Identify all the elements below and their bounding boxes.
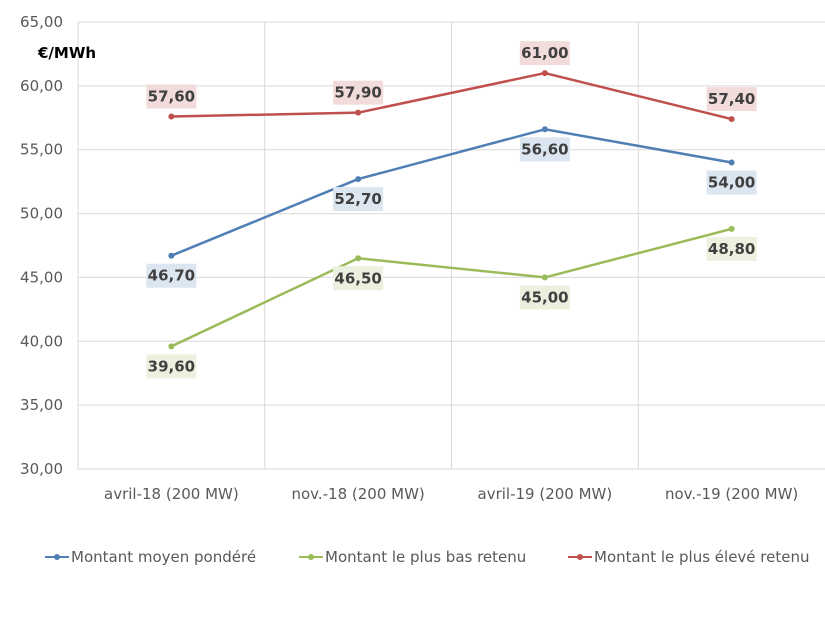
data-label: 46,70 — [146, 263, 197, 288]
data-label: 61,00 — [519, 41, 570, 66]
line-marker-icon — [299, 552, 323, 562]
data-point-marker[interactable] — [168, 252, 175, 259]
legend: Montant moyen pondéré Montant le plus ba… — [0, 548, 825, 574]
data-label-background — [333, 80, 384, 105]
data-label-background — [146, 354, 197, 379]
legend-dot — [54, 554, 60, 560]
x-axis: avril-18 (200 MW) nov.-18 (200 MW) avril-1… — [104, 485, 798, 503]
legend-dot — [308, 554, 314, 560]
data-point-marker[interactable] — [728, 116, 735, 123]
data-label: 57,60 — [146, 84, 197, 109]
legend-dot — [577, 554, 583, 560]
y-tick-label: 30,00 — [20, 460, 63, 478]
legend-label: Montant le plus élevé retenu — [594, 548, 810, 566]
data-label-background — [519, 41, 570, 66]
data-point-marker[interactable] — [355, 109, 362, 116]
data-point-marker[interactable] — [728, 159, 735, 166]
data-point-marker[interactable] — [355, 176, 362, 183]
series-line — [171, 71, 732, 121]
data-label-text: 46,50 — [334, 269, 381, 287]
y-tick-label: 55,00 — [20, 141, 63, 159]
data-label-text: 45,00 — [521, 288, 568, 306]
data-label: 52,70 — [333, 187, 384, 212]
y-axis: 30,00 35,00 40,00 45,00 50,00 55,00 60,00 65,00 — [20, 13, 63, 478]
data-point-marker[interactable] — [355, 255, 362, 262]
series-lines — [168, 70, 735, 350]
legend-item-eleve[interactable]: Montant le plus élevé retenu — [568, 548, 810, 566]
data-label-background — [519, 137, 570, 162]
data-label: 56,60 — [519, 137, 570, 162]
legend-label: Montant le plus bas retenu — [325, 548, 527, 566]
data-label-background — [519, 285, 570, 310]
data-point-marker[interactable] — [168, 343, 175, 350]
series-line — [170, 227, 732, 348]
line-marker-icon — [45, 552, 69, 562]
data-label-text: 57,60 — [148, 88, 195, 106]
y-tick-label: 40,00 — [20, 332, 63, 350]
x-tick-label: avril-18 (200 MW) — [104, 485, 239, 503]
data-label-text: 48,80 — [708, 240, 755, 258]
x-tick-label: nov.-18 (200 MW) — [291, 485, 424, 503]
data-label-text: 54,00 — [708, 173, 755, 191]
data-label-text: 39,60 — [148, 357, 195, 375]
legend-item-moyen[interactable]: Montant moyen pondéré — [45, 548, 256, 566]
data-label-text: 46,70 — [148, 267, 195, 285]
data-point-marker[interactable] — [168, 113, 175, 120]
series-0 — [168, 126, 735, 259]
series-line — [170, 128, 732, 257]
data-label-text: 57,90 — [334, 84, 381, 102]
x-tick-label: avril-19 (200 MW) — [478, 485, 613, 503]
data-label-text: 57,40 — [708, 90, 755, 108]
data-label-background — [146, 84, 197, 109]
data-point-marker[interactable] — [541, 126, 548, 133]
data-label-text: 56,60 — [521, 140, 568, 158]
line-marker-icon — [568, 552, 592, 562]
data-label: 57,90 — [333, 80, 384, 105]
series-1 — [168, 225, 735, 350]
data-label-background — [706, 170, 757, 195]
data-label-background — [146, 263, 197, 288]
data-label: 57,40 — [706, 87, 757, 112]
data-label-background — [706, 87, 757, 112]
data-label-background — [333, 187, 384, 212]
data-labels: 46,70 52,70 56,60 54,00 39,60 46,50 45,00 48,80… — [146, 41, 757, 379]
legend-item-bas[interactable]: Montant le plus bas retenu — [299, 548, 526, 566]
x-tick-label: nov.-19 (200 MW) — [665, 485, 798, 503]
y-tick-label: 35,00 — [20, 396, 63, 414]
data-label-background — [333, 266, 384, 291]
data-point-marker[interactable] — [541, 70, 548, 77]
data-label-text: 61,00 — [521, 44, 568, 62]
data-point-marker[interactable] — [728, 225, 735, 232]
y-tick-label: 50,00 — [20, 205, 63, 223]
data-label: 46,50 — [333, 266, 384, 291]
y-axis-unit-label: €/MWh — [37, 44, 96, 62]
y-tick-label: 60,00 — [20, 77, 63, 95]
data-label: 45,00 — [519, 285, 570, 310]
y-tick-label: 65,00 — [20, 13, 63, 31]
series-2 — [168, 70, 735, 123]
legend-label: Montant moyen pondéré — [71, 548, 257, 566]
data-point-marker[interactable] — [541, 274, 548, 281]
data-label: 39,60 — [146, 354, 197, 379]
data-label-text: 52,70 — [334, 190, 381, 208]
data-label-background — [706, 236, 757, 261]
data-label: 48,80 — [706, 236, 757, 261]
data-label: 54,00 — [706, 170, 757, 195]
y-tick-label: 45,00 — [20, 268, 63, 286]
